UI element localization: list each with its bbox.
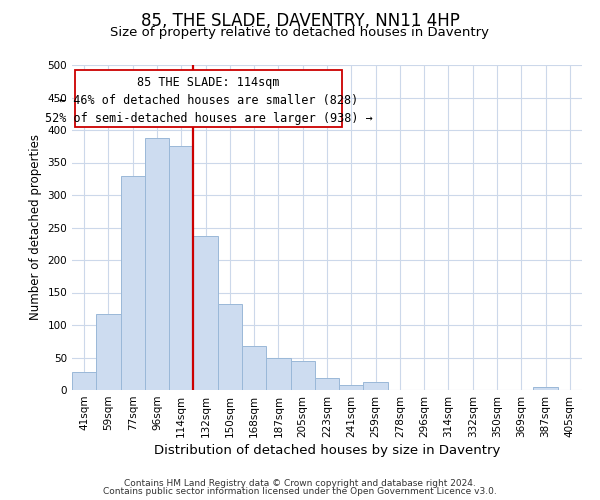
Bar — [145, 138, 169, 390]
Text: Size of property relative to detached houses in Daventry: Size of property relative to detached ho… — [110, 26, 490, 39]
Y-axis label: Number of detached properties: Number of detached properties — [29, 134, 42, 320]
Text: Contains public sector information licensed under the Open Government Licence v3: Contains public sector information licen… — [103, 487, 497, 496]
Text: 85 THE SLADE: 114sqm: 85 THE SLADE: 114sqm — [137, 76, 280, 90]
Bar — [169, 146, 193, 390]
Bar — [72, 372, 96, 390]
Bar — [242, 346, 266, 390]
Bar — [339, 386, 364, 390]
Bar — [315, 378, 339, 390]
Text: ← 46% of detached houses are smaller (828): ← 46% of detached houses are smaller (82… — [59, 94, 358, 108]
Text: Contains HM Land Registry data © Crown copyright and database right 2024.: Contains HM Land Registry data © Crown c… — [124, 478, 476, 488]
Bar — [218, 304, 242, 390]
Bar — [266, 358, 290, 390]
Text: 52% of semi-detached houses are larger (938) →: 52% of semi-detached houses are larger (… — [44, 112, 372, 125]
FancyBboxPatch shape — [74, 70, 342, 126]
Bar — [290, 361, 315, 390]
Bar — [533, 387, 558, 390]
Bar — [121, 176, 145, 390]
X-axis label: Distribution of detached houses by size in Daventry: Distribution of detached houses by size … — [154, 444, 500, 457]
Bar — [193, 236, 218, 390]
Bar — [364, 382, 388, 390]
Text: 85, THE SLADE, DAVENTRY, NN11 4HP: 85, THE SLADE, DAVENTRY, NN11 4HP — [140, 12, 460, 30]
Bar — [96, 314, 121, 390]
